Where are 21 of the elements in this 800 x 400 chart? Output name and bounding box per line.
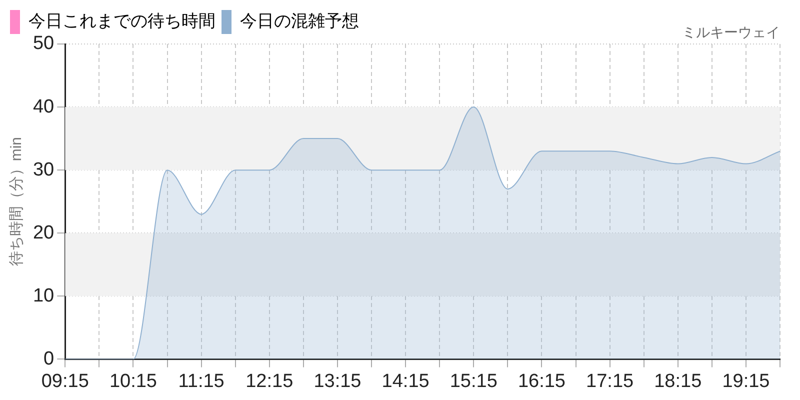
x-tick-label: 13:15: [314, 370, 362, 392]
legend-label: 今日これまでの待ち時間: [28, 12, 216, 31]
y-tick-label: 10: [32, 285, 54, 306]
chart-subtitle: ミルキーウェイ: [682, 24, 780, 40]
x-tick-label: 17:15: [586, 370, 634, 392]
x-tick-label: 14:15: [382, 370, 430, 392]
y-tick-label: 0: [44, 348, 54, 370]
x-tick-label: 09:15: [41, 370, 89, 392]
x-tick-label: 15:15: [450, 370, 498, 392]
x-tick-label: 19:15: [722, 370, 770, 392]
y-tick-label: 30: [32, 159, 54, 180]
x-tick-label: 10:15: [109, 370, 157, 392]
y-tick-label: 20: [32, 222, 54, 244]
x-tick-label: 16:15: [518, 370, 566, 392]
x-tick-label: 11:15: [178, 370, 224, 392]
x-tick-label: 18:15: [654, 370, 702, 392]
legend-label: 今日の混雑予想: [240, 12, 359, 31]
y-tick-label: 40: [32, 96, 54, 118]
y-tick-label: 50: [32, 33, 54, 54]
x-tick-label: 12:15: [246, 370, 294, 392]
y-axis-title: 待ち時間（分）min: [8, 137, 26, 266]
